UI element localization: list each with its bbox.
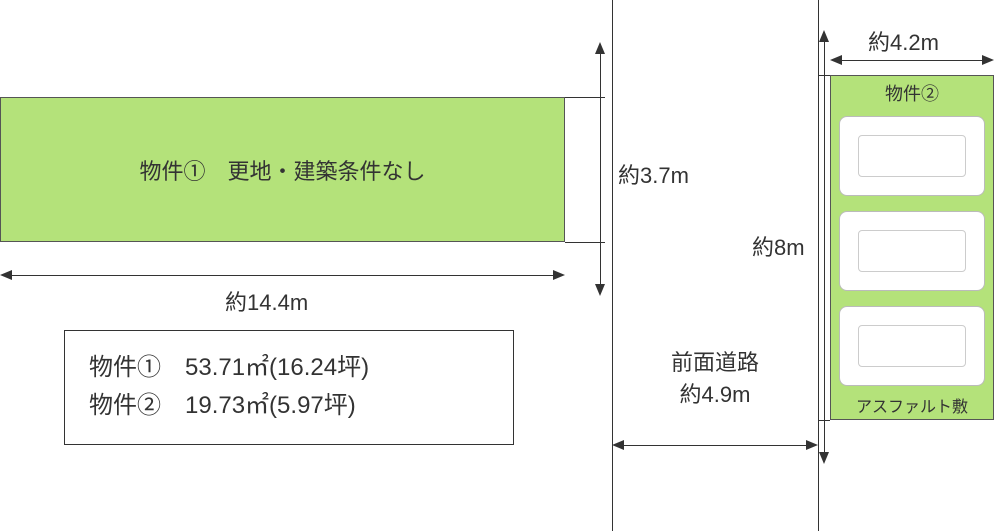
dim-lot1-height-arrow-d [595,284,605,296]
info-row-1: 物件① 53.71㎡(16.24坪) [89,349,489,387]
dim-lot2-height-ext-t [818,75,830,76]
info-box: 物件① 53.71㎡(16.24坪) 物件② 19.73㎡(5.97坪) [64,330,514,445]
dim-lot1-height-ext-t [565,97,605,98]
dim-lot1-height-label: 約3.7m [618,158,689,190]
road-label-line1: 前面道路 [640,345,790,377]
dim-lot1-width-arrow-r [553,270,565,280]
dim-lot1-height-ext-b [565,242,605,243]
dim-lot1-width-label: 約14.4m [225,285,308,317]
car-2 [839,211,985,291]
dim-lot2-width-arrow-r [982,55,994,65]
dim-lot1-height-arrow-u [595,42,605,54]
lot1-label: 物件① 更地・建築条件なし [139,154,425,186]
road-label-line2: 約4.9m [640,377,790,409]
lot2-footer: アスファルト敷 [831,393,993,417]
dim-lot1-width-arrow-l [0,270,12,280]
dim-lot1-height-line [600,54,601,284]
dim-lot2-width-label: 約4.2m [868,25,939,57]
lot2-rect: 物件② アスファルト敷 [830,75,994,420]
car-1 [839,116,985,196]
dim-lot2-height-line [824,42,825,452]
dim-lot2-height-arrow-u [819,30,829,42]
car-3 [839,306,985,386]
dim-lot2-height-arrow-d [819,452,829,464]
info-row-2: 物件② 19.73㎡(5.97坪) [89,387,489,425]
dim-lot2-height-label: 約8m [752,230,805,262]
lot1-rect: 物件① 更地・建築条件なし [0,97,565,242]
lot2-header: 物件② [831,76,993,110]
dim-lot2-width-arrow-l [830,55,842,65]
road-label: 前面道路 約4.9m [640,345,790,409]
dim-lot2-height-ext-b [818,420,830,421]
dim-road-width-arrow-r [806,440,818,450]
road-left-line [612,0,613,531]
dim-lot1-width-line [12,275,553,276]
dim-lot2-width-line [842,60,982,61]
dim-road-width-arrow-l [612,440,624,450]
dim-road-width-line [624,445,806,446]
